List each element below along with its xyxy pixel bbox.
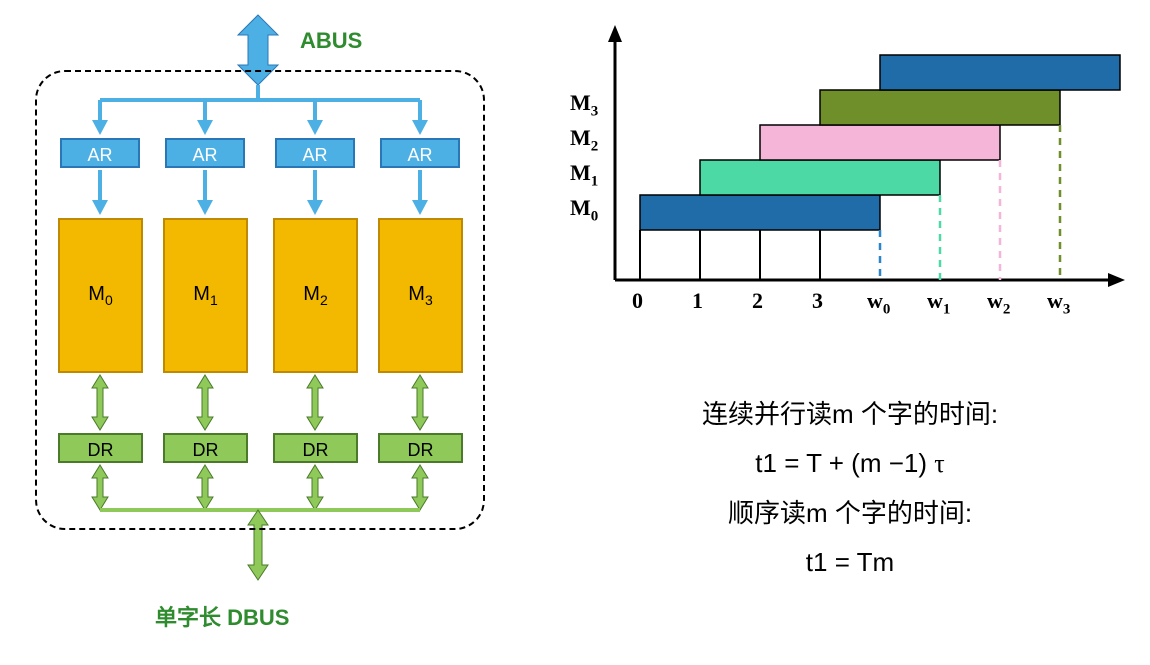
mem-box-0: M0 (58, 218, 143, 373)
mem-box-2: M2 (273, 218, 358, 373)
y-label-m2: M2 (570, 125, 598, 155)
y-label-m0: M0 (570, 195, 598, 225)
x-label-0: 0 (632, 288, 643, 314)
dr-box-1: DR (163, 433, 248, 463)
y-label-m3: M3 (570, 90, 598, 120)
x-label-w1: w1 (927, 288, 950, 318)
ar-box-0: AR (60, 138, 140, 168)
x-label-w3: w3 (1047, 288, 1070, 318)
x-label-w2: w2 (987, 288, 1010, 318)
timing-svg (570, 20, 1130, 360)
dr-box-2: DR (273, 433, 358, 463)
ar-box-3: AR (380, 138, 460, 168)
formula-line-2: t1 = T + (m −1) τ (590, 439, 1110, 488)
dr-box-0: DR (58, 433, 143, 463)
formula-line-3: 顺序读m 个字的时间: (590, 489, 1110, 538)
x-label-3: 3 (812, 288, 823, 314)
ar-box-1: AR (165, 138, 245, 168)
mem-box-3: M3 (378, 218, 463, 373)
formula-line-1: 连续并行读m 个字的时间: (590, 390, 1110, 439)
x-label-w0: w0 (867, 288, 890, 318)
x-label-1: 1 (692, 288, 703, 314)
y-label-m1: M1 (570, 160, 598, 190)
ar-box-2: AR (275, 138, 355, 168)
dr-box-3: DR (378, 433, 463, 463)
mem-box-1: M1 (163, 218, 248, 373)
memory-bank-diagram: ABUS (20, 10, 500, 630)
formulas-block: 连续并行读m 个字的时间: t1 = T + (m −1) τ 顺序读m 个字的… (590, 390, 1110, 588)
formula-line-4: t1 = Tm (590, 538, 1110, 587)
dbus-label: 单字长 DBUS (155, 600, 289, 632)
timing-diagram: M3 M2 M1 M0 0 1 2 3 w0 w1 w2 w3 连续并行读m 个… (570, 20, 1130, 640)
x-label-2: 2 (752, 288, 763, 314)
